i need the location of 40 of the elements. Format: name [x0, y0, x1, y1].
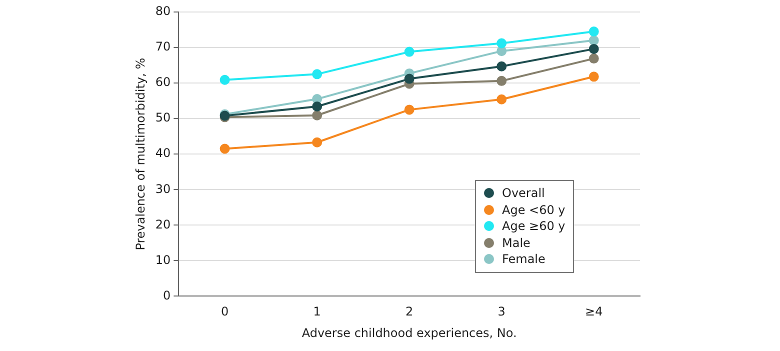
- x-tick-label: ≥4: [585, 304, 603, 319]
- point: [312, 69, 322, 80]
- x-tick-label: 2: [406, 304, 414, 319]
- point: [496, 94, 507, 104]
- y-tick-label: 40: [155, 146, 171, 160]
- point: [496, 76, 507, 86]
- point: [312, 137, 322, 148]
- y-tick-label: 50: [155, 110, 171, 125]
- x-axis-title: Adverse childhood experiences, No.: [302, 326, 517, 340]
- point: [588, 72, 599, 82]
- y-tick-label: 70: [155, 40, 171, 54]
- point: [220, 74, 230, 85]
- legend-label: Female: [502, 252, 546, 266]
- legend-label: Overall: [502, 186, 545, 200]
- x-tick-label: 1: [313, 304, 321, 319]
- point: [404, 46, 414, 57]
- legend-label: Age <60 y: [502, 202, 566, 217]
- point: [312, 101, 322, 112]
- x-tick-label: 3: [498, 304, 506, 319]
- legend-label: Age ≥60 y: [502, 219, 566, 234]
- point: [312, 110, 322, 120]
- y-tick-label: 80: [155, 4, 171, 18]
- point: [404, 104, 414, 115]
- y-tick-label: 10: [155, 252, 171, 267]
- point: [588, 35, 599, 46]
- point: [496, 38, 507, 48]
- y-tick-label: 20: [155, 217, 171, 232]
- point: [496, 61, 507, 72]
- y-axis-title: Prevalence of multimorbidity, %: [133, 58, 148, 250]
- x-tick-label: 0: [220, 304, 229, 319]
- legend-label: Male: [502, 236, 530, 250]
- point: [588, 54, 599, 64]
- y-tick-label: 0: [163, 288, 171, 302]
- y-tick-label: 60: [155, 75, 171, 90]
- y-tick-label: 30: [155, 182, 171, 196]
- point: [220, 144, 230, 154]
- point: [588, 26, 599, 37]
- point: [496, 46, 507, 56]
- point: [404, 74, 414, 84]
- point: [588, 44, 599, 54]
